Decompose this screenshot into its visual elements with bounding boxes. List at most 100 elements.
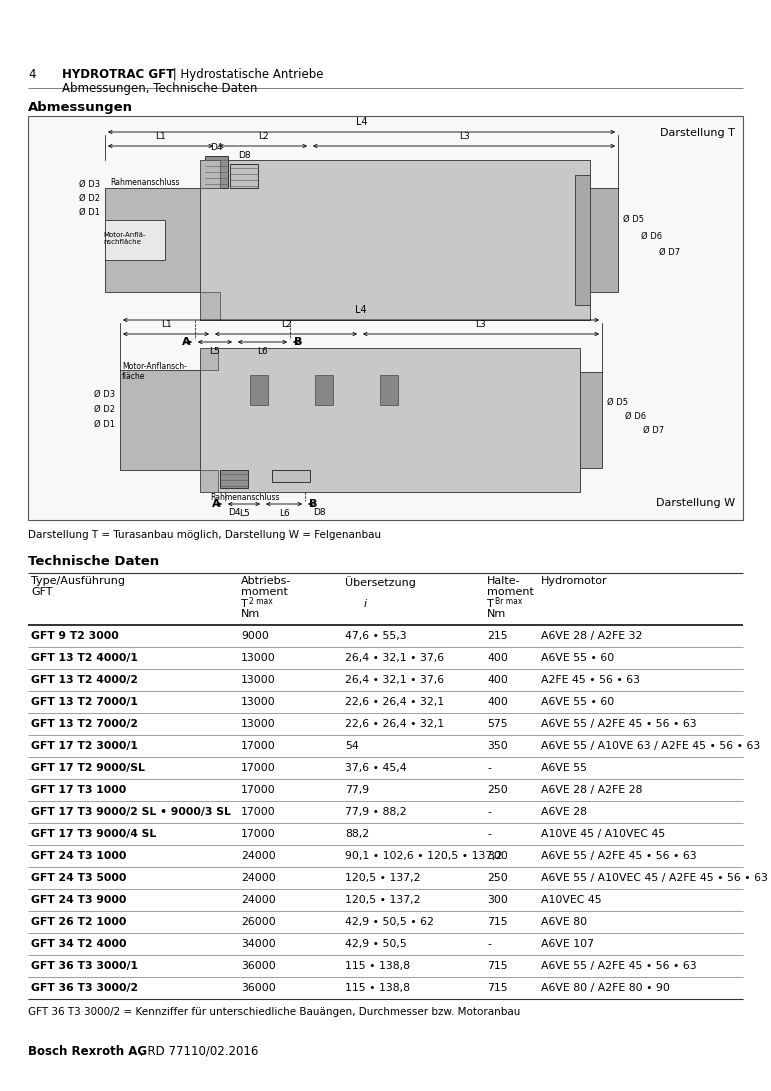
Text: -: - bbox=[487, 807, 491, 817]
Text: Rahmenanschluss: Rahmenanschluss bbox=[210, 493, 280, 502]
Text: Abmessungen, Technische Daten: Abmessungen, Technische Daten bbox=[62, 82, 258, 95]
Text: Darstellung W: Darstellung W bbox=[656, 497, 735, 508]
Text: 17000: 17000 bbox=[241, 741, 276, 751]
Text: GFT 24 T3 1000: GFT 24 T3 1000 bbox=[31, 851, 126, 861]
Text: 17000: 17000 bbox=[241, 807, 276, 817]
Text: 17000: 17000 bbox=[241, 763, 276, 774]
Bar bbox=[28, 116, 743, 520]
Text: Ø D7: Ø D7 bbox=[659, 248, 680, 257]
Text: 400: 400 bbox=[487, 654, 508, 663]
Text: A6VE 80 / A2FE 80 • 90: A6VE 80 / A2FE 80 • 90 bbox=[541, 983, 670, 993]
Text: GFT 34 T2 4000: GFT 34 T2 4000 bbox=[31, 939, 126, 949]
Text: 350: 350 bbox=[487, 741, 508, 751]
Text: Hydromotor: Hydromotor bbox=[541, 576, 608, 586]
Text: GFT 24 T3 5000: GFT 24 T3 5000 bbox=[31, 873, 126, 883]
Text: Darstellung T = Turasanbau möglich, Darstellung W = Felgenanbau: Darstellung T = Turasanbau möglich, Dars… bbox=[28, 530, 381, 540]
Text: A6VE 55 / A10VEC 45 / A2FE 45 • 56 • 63: A6VE 55 / A10VEC 45 / A2FE 45 • 56 • 63 bbox=[541, 873, 768, 883]
Text: 17000: 17000 bbox=[241, 829, 276, 839]
Text: GFT 36 T3 3000/1: GFT 36 T3 3000/1 bbox=[31, 961, 138, 971]
Text: A6VE 28 / A2FE 28: A6VE 28 / A2FE 28 bbox=[541, 786, 642, 795]
Text: 2 max: 2 max bbox=[249, 597, 273, 606]
Text: L3: L3 bbox=[476, 320, 487, 329]
Text: A6VE 55 / A10VE 63 / A2FE 45 • 56 • 63: A6VE 55 / A10VE 63 / A2FE 45 • 56 • 63 bbox=[541, 741, 760, 751]
Text: 13000: 13000 bbox=[241, 697, 276, 707]
Text: 715: 715 bbox=[487, 918, 507, 927]
Text: A: A bbox=[212, 499, 221, 509]
Bar bbox=[200, 160, 590, 320]
Text: Nm: Nm bbox=[487, 609, 507, 619]
Text: L3: L3 bbox=[459, 132, 470, 141]
Text: Technische Daten: Technische Daten bbox=[28, 555, 159, 568]
Text: Ø D1: Ø D1 bbox=[79, 208, 100, 217]
Text: T: T bbox=[487, 599, 493, 609]
Text: 34000: 34000 bbox=[241, 939, 276, 949]
Text: 115 • 138,8: 115 • 138,8 bbox=[345, 983, 410, 993]
Bar bbox=[575, 175, 590, 305]
Bar bbox=[105, 220, 165, 260]
Text: A6VE 55: A6VE 55 bbox=[541, 763, 587, 774]
Bar bbox=[200, 292, 220, 320]
Text: 400: 400 bbox=[487, 675, 508, 685]
Text: 115 • 138,8: 115 • 138,8 bbox=[345, 961, 410, 971]
Text: Rahmenanschluss: Rahmenanschluss bbox=[110, 178, 180, 187]
Bar bbox=[200, 348, 580, 492]
Text: 17000: 17000 bbox=[241, 786, 276, 795]
Text: 26000: 26000 bbox=[241, 918, 276, 927]
Text: A6VE 55 / A2FE 45 • 56 • 63: A6VE 55 / A2FE 45 • 56 • 63 bbox=[541, 961, 697, 971]
Text: Motor-Anflä-
nschfläche: Motor-Anflä- nschfläche bbox=[103, 232, 146, 245]
Text: 9000: 9000 bbox=[241, 631, 269, 642]
Text: GFT 17 T3 9000/4 SL: GFT 17 T3 9000/4 SL bbox=[31, 829, 157, 839]
Text: L6: L6 bbox=[278, 509, 289, 518]
Text: A6VE 80: A6VE 80 bbox=[541, 918, 588, 927]
Text: L6: L6 bbox=[257, 347, 268, 356]
Text: T: T bbox=[241, 599, 247, 609]
Text: GFT 17 T2 3000/1: GFT 17 T2 3000/1 bbox=[31, 741, 138, 751]
Bar bbox=[200, 470, 218, 492]
Text: L5: L5 bbox=[239, 509, 249, 518]
Text: L2: L2 bbox=[258, 132, 268, 141]
Text: A6VE 55 • 60: A6VE 55 • 60 bbox=[541, 697, 614, 707]
Text: A: A bbox=[183, 337, 191, 347]
Text: Ø D5: Ø D5 bbox=[623, 215, 644, 224]
Text: -: - bbox=[487, 829, 491, 839]
Text: 42,9 • 50,5: 42,9 • 50,5 bbox=[345, 939, 407, 949]
Text: 4: 4 bbox=[28, 68, 35, 81]
Bar bbox=[105, 188, 200, 292]
Text: Abtriebs-: Abtriebs- bbox=[241, 576, 291, 586]
Text: Übersetzung: Übersetzung bbox=[345, 576, 416, 588]
Text: A6VE 55 / A2FE 45 • 56 • 63: A6VE 55 / A2FE 45 • 56 • 63 bbox=[541, 719, 697, 729]
Text: A6VE 55 • 60: A6VE 55 • 60 bbox=[541, 654, 614, 663]
Text: GFT 13 T2 4000/2: GFT 13 T2 4000/2 bbox=[31, 675, 138, 685]
Text: Ø D6: Ø D6 bbox=[641, 232, 662, 241]
Text: A6VE 28 / A2FE 32: A6VE 28 / A2FE 32 bbox=[541, 631, 642, 642]
Text: 24000: 24000 bbox=[241, 895, 276, 906]
Text: Bosch Rexroth AG: Bosch Rexroth AG bbox=[28, 1045, 147, 1058]
Text: 77,9: 77,9 bbox=[345, 786, 369, 795]
Text: 22,6 • 26,4 • 32,1: 22,6 • 26,4 • 32,1 bbox=[345, 719, 444, 729]
Bar bbox=[200, 160, 220, 188]
Bar bbox=[200, 348, 218, 370]
Bar bbox=[220, 470, 248, 488]
Text: -: - bbox=[487, 939, 491, 949]
Text: A6VE 28: A6VE 28 bbox=[541, 807, 587, 817]
Text: 120,5 • 137,2: 120,5 • 137,2 bbox=[345, 873, 420, 883]
Text: 250: 250 bbox=[487, 786, 508, 795]
Text: B: B bbox=[294, 337, 302, 347]
Text: Ø D3: Ø D3 bbox=[79, 180, 100, 189]
Text: D8: D8 bbox=[237, 151, 251, 160]
Text: 13000: 13000 bbox=[241, 719, 276, 729]
Bar bbox=[120, 370, 200, 470]
Text: 120,5 • 137,2: 120,5 • 137,2 bbox=[345, 895, 420, 906]
Text: Motor-Anflansch-
fläche: Motor-Anflansch- fläche bbox=[122, 362, 187, 382]
Text: 13000: 13000 bbox=[241, 654, 276, 663]
Text: 37,6 • 45,4: 37,6 • 45,4 bbox=[345, 763, 406, 774]
Text: L4: L4 bbox=[355, 117, 367, 127]
Text: moment: moment bbox=[241, 587, 288, 597]
Text: GFT 24 T3 9000: GFT 24 T3 9000 bbox=[31, 895, 126, 906]
Text: 13000: 13000 bbox=[241, 675, 276, 685]
Bar bbox=[230, 164, 258, 188]
Text: 250: 250 bbox=[487, 873, 508, 883]
Text: HYDROTRAC GFT: HYDROTRAC GFT bbox=[62, 68, 174, 81]
Text: 90,1 • 102,6 • 120,5 • 137,2: 90,1 • 102,6 • 120,5 • 137,2 bbox=[345, 851, 503, 861]
Text: B: B bbox=[309, 499, 318, 509]
